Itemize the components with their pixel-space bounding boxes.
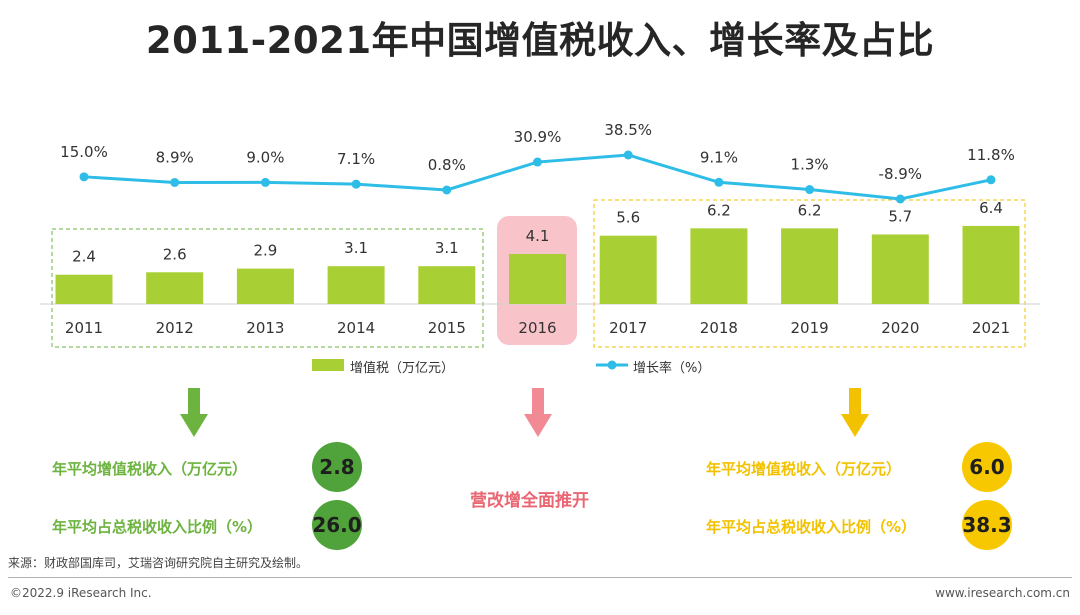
growth-label-2013: 9.0% (246, 148, 284, 166)
left-avg-ratio-value: 26.0 (312, 500, 362, 550)
growth-point-2011 (79, 172, 89, 182)
bar-label-2016: 4.1 (526, 227, 550, 245)
growth-label-2015: 0.8% (428, 156, 466, 174)
bar-label-2014: 3.1 (344, 239, 368, 257)
legend-line-label: 增长率（%） (633, 361, 711, 376)
x-tick-2021: 2021 (972, 319, 1010, 337)
growth-point-2019 (805, 185, 815, 195)
bar-2021 (962, 225, 1020, 304)
x-tick-2013: 2013 (246, 319, 284, 337)
chart-title: 2011-2021年中国增值税收入、增长率及占比 (145, 19, 935, 62)
x-tick-2018: 2018 (700, 319, 738, 337)
growth-label-2020: -8.9% (879, 165, 923, 183)
legend-bar-label: 增值税（万亿元） (350, 361, 455, 376)
legend-line-marker (607, 360, 617, 370)
growth-label-2018: 9.1% (700, 148, 738, 166)
legend-bar-swatch (312, 359, 344, 371)
bar-label-2015: 3.1 (435, 239, 459, 257)
bar-2017 (599, 235, 657, 304)
down-arrow-yellow (841, 388, 869, 437)
bar-2016 (509, 253, 566, 304)
growth-label-2014: 7.1% (337, 150, 375, 168)
bar-2012 (146, 272, 204, 304)
down-arrow-red (524, 388, 552, 437)
footer-divider (8, 577, 1072, 578)
bar-label-2011: 2.4 (72, 248, 96, 266)
x-tick-2016: 2016 (518, 319, 556, 337)
growth-label-2017: 38.5% (604, 121, 652, 139)
right-avg-income-value: 6.0 (962, 442, 1012, 492)
bar-label-2013: 2.9 (253, 242, 277, 260)
growth-label-2019: 1.3% (791, 156, 829, 174)
growth-point-2021 (986, 175, 996, 185)
reform-label: 营改增全面推开 (470, 491, 589, 511)
bar-2014 (327, 266, 385, 304)
group-box-2011-2015 (51, 228, 484, 348)
website-link[interactable]: www.iresearch.com.cn (935, 586, 1070, 600)
left-avg-ratio-label: 年平均占总税收收入比例（%） (52, 518, 263, 536)
combo-chart: 2.4 2.6 2.9 3.1 3.1 4.1 5.6 6.2 6.2 5.7 6.4 2011 20… (40, 121, 1040, 437)
growth-point-2018 (714, 177, 724, 187)
bar-label-2020: 5.7 (888, 207, 912, 225)
bar-label-2012: 2.6 (163, 245, 187, 263)
bar-2011 (55, 274, 113, 304)
x-tick-2019: 2019 (791, 319, 829, 337)
growth-label-2011: 15.0% (60, 143, 108, 161)
bar-label-2017: 5.6 (616, 209, 640, 227)
group-box-2017-2021 (593, 199, 1026, 348)
bar-2019 (781, 228, 839, 304)
left-avg-income-label: 年平均增值税收入（万亿元） (52, 460, 248, 478)
source-note: 来源：财政部国库司，艾瑞咨询研究院自主研究及绘制。 (8, 556, 309, 570)
x-tick-2012: 2012 (156, 319, 194, 337)
growth-label-2021: 11.8% (967, 146, 1015, 164)
bar-label-2018: 6.2 (707, 201, 731, 219)
x-tick-2014: 2014 (337, 319, 375, 337)
growth-point-2016 (533, 157, 542, 167)
bar-2020 (871, 234, 929, 304)
copyright: ©2022.9 iResearch Inc. (10, 586, 152, 600)
x-tick-2020: 2020 (881, 319, 919, 337)
bar-label-2021: 6.4 (979, 199, 1003, 217)
left-avg-income-value: 2.8 (312, 442, 362, 492)
right-avg-income-label: 年平均增值税收入（万亿元） (706, 460, 902, 478)
bar-2015 (418, 266, 476, 304)
right-avg-ratio-label: 年平均占总税收收入比例（%） (706, 518, 917, 536)
down-arrow-green (180, 388, 208, 437)
growth-label-2016: 30.9% (514, 128, 562, 146)
growth-point-2014 (351, 179, 361, 189)
x-tick-2015: 2015 (428, 319, 466, 337)
growth-point-2015 (442, 185, 452, 195)
x-tick-2017: 2017 (609, 319, 647, 337)
growth-point-2013 (260, 177, 270, 187)
right-avg-ratio-value: 38.3 (962, 500, 1012, 550)
x-tick-2011: 2011 (65, 319, 103, 337)
growth-point-2020 (895, 194, 905, 204)
growth-label-2012: 8.9% (156, 148, 194, 166)
growth-point-2012 (170, 177, 180, 187)
bar-2013 (236, 268, 294, 304)
bar-label-2019: 6.2 (798, 201, 822, 219)
bar-2018 (690, 228, 748, 304)
growth-point-2017 (623, 150, 633, 160)
